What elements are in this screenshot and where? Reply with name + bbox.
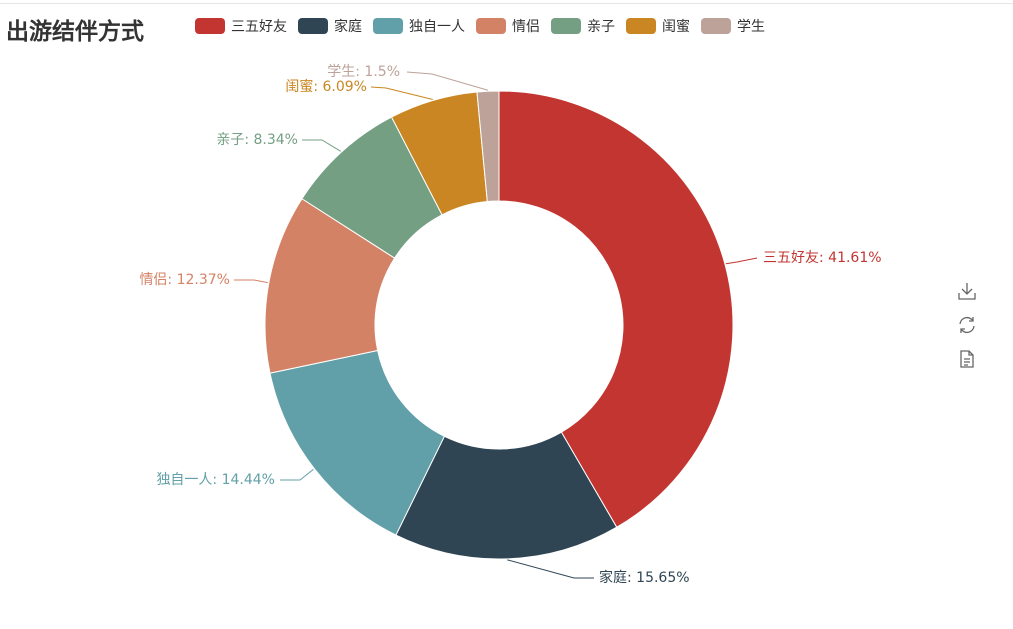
pie-slice-0[interactable] — [498, 90, 734, 528]
legend-item-5[interactable]: 闺蜜 — [626, 16, 690, 36]
legend-label: 家庭 — [334, 19, 362, 35]
legend-item-0[interactable]: 三五好友 — [195, 16, 287, 36]
legend-item-6[interactable]: 学生 — [701, 16, 765, 36]
legend-label: 学生 — [737, 19, 765, 35]
leader-line-0 — [725, 257, 758, 265]
legend-label: 亲子 — [587, 19, 615, 35]
refresh-icon[interactable] — [956, 314, 978, 336]
legend-swatch — [626, 18, 656, 34]
legend-swatch — [476, 18, 506, 34]
data-view-icon[interactable] — [956, 348, 978, 370]
legend-item-1[interactable]: 家庭 — [298, 16, 362, 36]
legend-swatch — [701, 18, 731, 34]
legend-item-4[interactable]: 亲子 — [551, 16, 615, 36]
legend-label: 情侣 — [512, 19, 540, 35]
slice-label-4: 亲子: 8.34% — [216, 132, 298, 148]
toolbox — [956, 280, 978, 382]
pie-slice-1[interactable] — [395, 431, 618, 560]
legend-item-2[interactable]: 独自一人 — [373, 16, 465, 36]
legend-label: 闺蜜 — [662, 19, 690, 35]
pie-slice-6[interactable] — [476, 90, 500, 203]
legend-item-3[interactable]: 情侣 — [476, 16, 540, 36]
slice-label-6: 学生: 1.5% — [327, 64, 400, 80]
legend-swatch — [195, 18, 225, 34]
slice-label-1: 家庭: 15.65% — [599, 569, 690, 586]
chart-title: 出游结伴方式 — [6, 19, 144, 45]
slice-label-2: 独自一人: 14.44% — [156, 472, 275, 488]
leader-line-2 — [280, 468, 314, 481]
legend-swatch — [298, 18, 328, 34]
legend-swatch — [551, 18, 581, 34]
download-icon[interactable] — [956, 280, 978, 302]
leader-line-4 — [302, 139, 341, 152]
leader-line-3 — [234, 279, 268, 284]
leader-line-1 — [507, 559, 594, 579]
slice-label-3: 情侣: 12.37% — [139, 272, 230, 288]
legend-label: 三五好友 — [231, 19, 287, 35]
top-border — [0, 3, 1013, 4]
slice-label-0: 三五好友: 41.61% — [763, 250, 882, 266]
slice-label-5: 闺蜜: 6.09% — [285, 79, 367, 95]
legend-label: 独自一人 — [409, 19, 465, 35]
leader-line-6 — [406, 71, 489, 91]
leader-line-5 — [370, 86, 433, 101]
legend-swatch — [373, 18, 403, 34]
legend: 三五好友 家庭 独自一人 情侣 亲子 闺蜜 学生 — [195, 16, 776, 36]
